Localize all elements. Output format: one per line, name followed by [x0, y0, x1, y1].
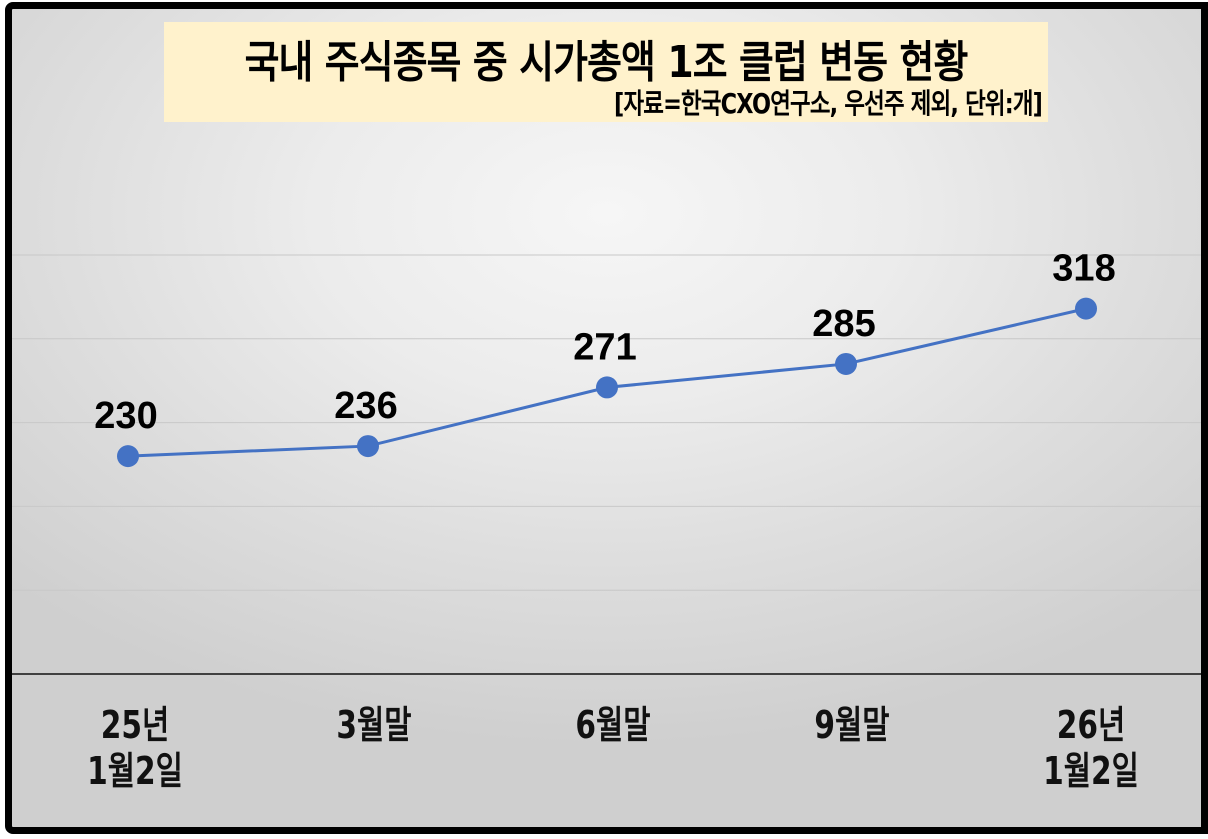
x-label-line2: 1월2일	[1043, 749, 1139, 793]
data-point-marker	[1075, 297, 1097, 320]
data-label: 230	[94, 395, 157, 437]
data-label: 271	[573, 326, 636, 368]
data-label: 318	[1052, 248, 1115, 290]
x-axis-label: 9월말	[774, 702, 930, 748]
x-label-line1: 25년	[100, 703, 170, 747]
x-label-line1: 9월말	[814, 703, 890, 747]
data-point-marker	[596, 376, 618, 399]
title-box: 국내 주식종목 중 시가총액 1조 클럽 변동 현황 [자료=한국CXO연구소,…	[164, 22, 1048, 122]
data-point-marker	[357, 435, 379, 458]
x-label-line1: 3월말	[336, 703, 412, 747]
data-label: 236	[334, 385, 397, 427]
chart-title: 국내 주식종목 중 시가총액 1조 클럽 변동 현황	[244, 37, 969, 88]
plot-area: 230 236 271 285 318	[12, 248, 1201, 675]
data-point-marker	[835, 352, 857, 375]
chart-frame: 국내 주식종목 중 시가총액 1조 클럽 변동 현황 [자료=한국CXO연구소,…	[5, 2, 1208, 834]
x-axis-label: 6월말	[535, 702, 691, 748]
x-axis-label: 25년 1월2일	[57, 702, 213, 794]
data-label: 285	[812, 303, 875, 345]
data-point-marker	[117, 445, 139, 468]
gridlines	[12, 254, 1201, 591]
x-axis-label: 3월말	[296, 702, 452, 748]
x-axis-label: 26년 1월2일	[1013, 702, 1169, 794]
data-labels: 230 236 271 285 318	[94, 248, 1115, 437]
data-markers	[117, 297, 1097, 468]
x-label-line1: 6월말	[575, 703, 651, 747]
x-label-line2: 1월2일	[87, 749, 183, 793]
x-label-line1: 26년	[1056, 703, 1126, 747]
chart-subtitle: [자료=한국CXO연구소, 우선주 제외, 단위:개]	[613, 87, 1043, 120]
